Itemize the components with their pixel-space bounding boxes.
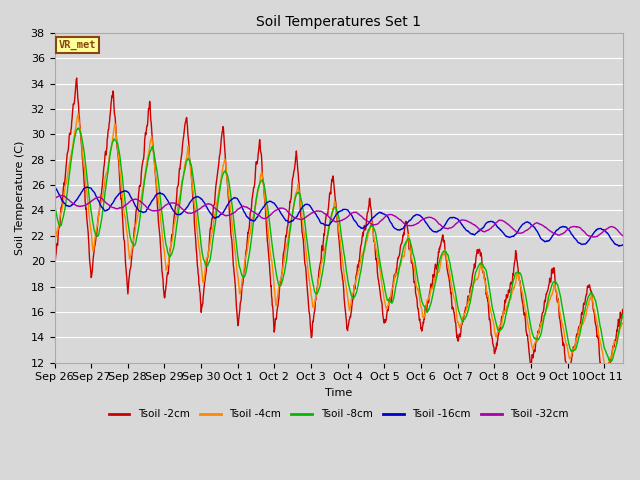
Tsoil -32cm [164, 201, 172, 207]
Line: Tsoil -4cm: Tsoil -4cm [54, 114, 623, 371]
Tsoil -4cm [164, 263, 172, 269]
Tsoil -16cm [619, 242, 627, 248]
Tsoil -8cm [74, 125, 82, 131]
Tsoil -32cm [51, 196, 58, 202]
Tsoil -8cm [266, 228, 274, 233]
Tsoil -16cm [153, 192, 161, 197]
Tsoil -2cm [600, 385, 608, 391]
Tsoil -16cm [615, 243, 623, 249]
Tsoil -2cm [164, 270, 172, 276]
Tsoil -16cm [544, 239, 552, 244]
Tsoil -2cm [153, 192, 161, 198]
Tsoil -16cm [266, 198, 274, 204]
Tsoil -32cm [266, 212, 274, 218]
Tsoil -8cm [544, 299, 552, 304]
Tsoil -2cm [73, 75, 81, 81]
Y-axis label: Soil Temperature (C): Soil Temperature (C) [15, 141, 25, 255]
Tsoil -8cm [215, 194, 223, 200]
Tsoil -8cm [481, 265, 488, 271]
Tsoil -4cm [215, 188, 223, 193]
Title: Soil Temperatures Set 1: Soil Temperatures Set 1 [256, 15, 421, 29]
Line: Tsoil -32cm: Tsoil -32cm [54, 195, 623, 237]
Tsoil -4cm [602, 368, 610, 374]
Tsoil -32cm [153, 208, 161, 214]
Tsoil -2cm [544, 288, 552, 293]
Line: Tsoil -2cm: Tsoil -2cm [54, 78, 623, 388]
Tsoil -16cm [164, 197, 172, 203]
Tsoil -2cm [215, 161, 223, 167]
Tsoil -8cm [607, 359, 614, 365]
Tsoil -8cm [619, 312, 627, 318]
Tsoil -16cm [481, 223, 488, 228]
Tsoil -4cm [51, 218, 58, 224]
Line: Tsoil -8cm: Tsoil -8cm [54, 128, 623, 362]
Tsoil -2cm [266, 275, 274, 280]
Tsoil -2cm [619, 307, 627, 312]
Tsoil -8cm [153, 168, 161, 173]
Line: Tsoil -16cm: Tsoil -16cm [54, 187, 623, 246]
Tsoil -8cm [51, 200, 58, 205]
Tsoil -32cm [589, 234, 597, 240]
Text: VR_met: VR_met [59, 40, 97, 50]
Tsoil -16cm [215, 214, 223, 219]
Tsoil -32cm [544, 227, 552, 232]
Tsoil -4cm [619, 320, 627, 326]
Tsoil -16cm [51, 184, 58, 190]
Tsoil -8cm [164, 249, 172, 255]
Tsoil -4cm [153, 185, 161, 191]
Tsoil -32cm [619, 233, 627, 239]
X-axis label: Time: Time [325, 388, 352, 398]
Tsoil -4cm [481, 278, 488, 284]
Tsoil -4cm [266, 250, 274, 256]
Tsoil -4cm [544, 303, 552, 309]
Tsoil -2cm [51, 265, 58, 271]
Tsoil -32cm [57, 192, 65, 198]
Tsoil -4cm [74, 111, 82, 117]
Tsoil -32cm [215, 208, 223, 214]
Legend: Tsoil -2cm, Tsoil -4cm, Tsoil -8cm, Tsoil -16cm, Tsoil -32cm: Tsoil -2cm, Tsoil -4cm, Tsoil -8cm, Tsoi… [104, 405, 573, 423]
Tsoil -2cm [481, 277, 488, 283]
Tsoil -16cm [84, 184, 92, 190]
Tsoil -32cm [481, 229, 488, 235]
